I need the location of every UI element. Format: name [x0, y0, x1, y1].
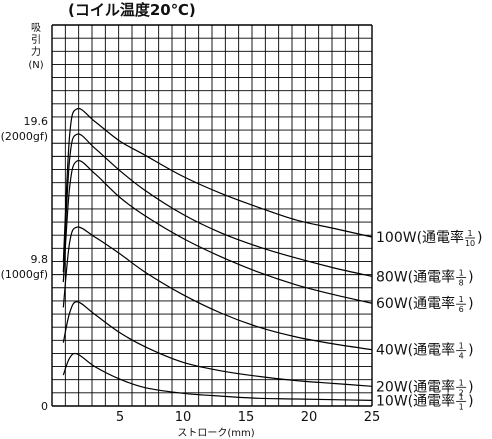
curve-40W: [62, 226, 373, 351]
curve-label-close: ): [468, 393, 473, 409]
y-axis-label-char: 引: [31, 34, 41, 46]
curve-label-60W: 60W(通電率 16): [376, 295, 474, 314]
curve-label-text: 40W(通電率: [376, 342, 455, 359]
y-axis-label-char: 吸: [31, 23, 41, 34]
y-tick-sublabel: (2000gf): [1, 130, 48, 143]
curves: [62, 107, 373, 401]
curve-label-10W: 10W(通電率 11): [376, 392, 474, 411]
x-tick-label: 25: [364, 410, 381, 425]
fraction-numerator: 1: [459, 378, 464, 387]
y-tick-label: 19.6: [24, 115, 49, 128]
fraction-denominator: 10: [465, 239, 475, 248]
curve-label-close: ): [468, 343, 473, 359]
fraction-denominator: 4: [459, 352, 464, 361]
curve-label-text: 100W(通電率: [376, 229, 464, 246]
curve-label-100W: 100W(通電率 110): [376, 229, 483, 248]
curve-label-text: 80W(通電率: [376, 268, 455, 285]
curve-label-40W: 40W(通電率 14): [376, 342, 474, 361]
y-axis-label-char: (N): [28, 60, 43, 71]
fraction-denominator: 8: [459, 278, 464, 287]
chart-title: (コイル温度20℃): [68, 1, 196, 19]
x-axis-label: ストローク(mm): [177, 427, 254, 439]
curve-label-text: 10W(通電率: [376, 392, 455, 409]
x-tick-labels: 5 10 15 20 25: [116, 410, 380, 425]
y-axis-label-char: 力: [31, 45, 41, 58]
curve-100W: [62, 107, 373, 263]
curve-80W: [62, 133, 373, 277]
curve-label-close: ): [468, 296, 473, 312]
curve-10W: [62, 352, 373, 401]
curve-label-80W: 80W(通電率 18): [376, 268, 474, 287]
fraction-denominator: 6: [459, 305, 464, 314]
curve-label-close: ): [477, 230, 482, 246]
x-tick-label: 20: [301, 410, 318, 425]
y-tick-label: 9.8: [31, 253, 49, 266]
grid: [51, 24, 373, 407]
curve-labels: 100W(通電率 110)80W(通電率 18)60W(通電率 16)40W(通電率 1…: [376, 229, 483, 411]
y-tick-label: 0: [41, 400, 48, 413]
fraction-denominator: 1: [459, 402, 464, 411]
curve-label-text: 20W(通電率: [376, 378, 455, 395]
curve-label-20W: 20W(通電率 12): [376, 378, 474, 397]
fraction-numerator: 1: [459, 342, 464, 351]
y-axis-label: 吸 引 力 (N): [28, 23, 43, 71]
curve-20W: [62, 301, 373, 387]
y-tick-labels: 0 9.8 (1000gf) 19.6 (2000gf): [1, 115, 48, 413]
fraction-numerator: 1: [459, 268, 464, 277]
x-tick-label: 5: [116, 410, 124, 425]
y-tick-sublabel: (1000gf): [1, 268, 48, 281]
curve-label-close: ): [468, 269, 473, 285]
x-tick-label: 10: [175, 410, 192, 425]
fraction-numerator: 1: [459, 392, 464, 401]
fraction-numerator: 1: [459, 295, 464, 304]
fraction-denominator: 2: [459, 388, 464, 397]
curve-60W: [62, 159, 373, 304]
x-tick-label: 15: [238, 410, 255, 425]
curve-label-close: ): [468, 379, 473, 395]
fraction-numerator: 1: [467, 229, 472, 238]
curve-label-text: 60W(通電率: [376, 295, 455, 312]
